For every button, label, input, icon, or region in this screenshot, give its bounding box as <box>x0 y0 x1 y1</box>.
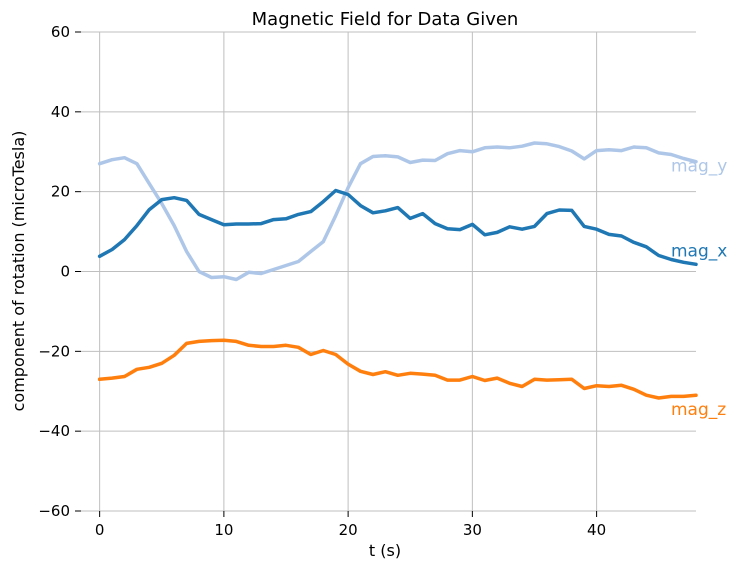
y-tick-label: 0 <box>60 263 70 281</box>
y-tick-label: −20 <box>38 342 70 360</box>
y-tick-label: −60 <box>38 502 70 520</box>
y-tick-label: 20 <box>51 183 70 201</box>
axis-ticks <box>75 31 598 517</box>
series-lines <box>97 141 698 400</box>
series-line-mag-z <box>97 338 698 400</box>
series-labels: mag_y mag_x mag_z <box>671 157 727 421</box>
series-label-mag-z: mag_z <box>671 400 726 420</box>
series-label-mag-x: mag_x <box>671 241 727 261</box>
grid <box>81 31 696 512</box>
y-axis-label: component of rotation (microTesla) <box>9 131 28 412</box>
y-tick-label: −40 <box>38 422 70 440</box>
chart-title: Magnetic Field for Data Given <box>252 9 519 30</box>
series-line-mag-x <box>97 188 698 267</box>
x-tick-label: 0 <box>95 521 105 539</box>
y-tick-label: 40 <box>51 103 70 121</box>
series-label-mag-y: mag_y <box>671 157 727 177</box>
x-tick-label: 40 <box>587 521 606 539</box>
x-axis-label: t (s) <box>369 541 401 560</box>
tick-labels: −60 −40 −20 0 20 40 60 0 10 20 30 40 <box>38 23 606 539</box>
x-tick-label: 10 <box>214 521 233 539</box>
y-tick-label: 60 <box>51 23 70 41</box>
x-tick-label: 30 <box>463 521 482 539</box>
series-line-mag-y <box>97 141 698 282</box>
x-tick-label: 20 <box>339 521 358 539</box>
